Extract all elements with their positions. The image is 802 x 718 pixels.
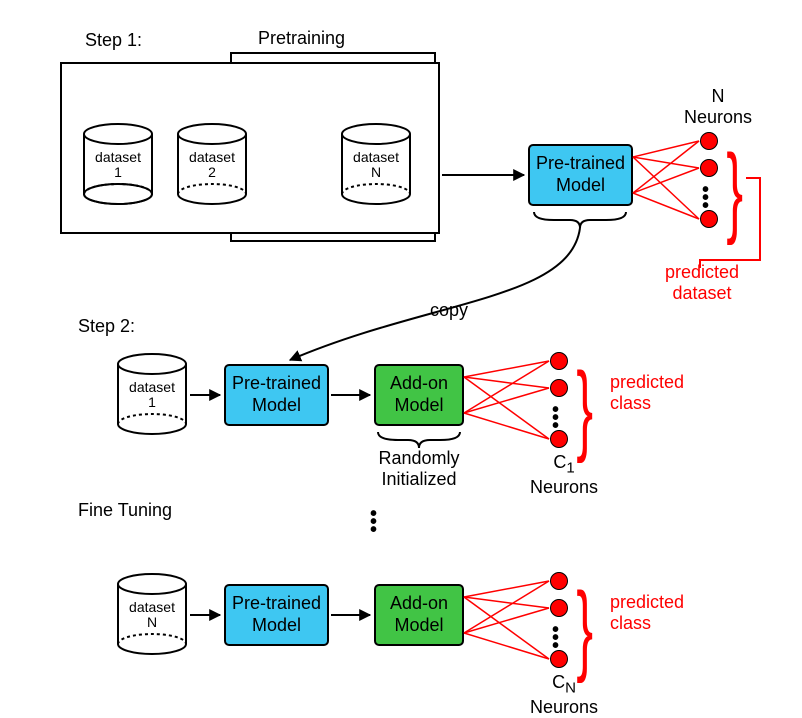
dataset-n-cylinder: datasetN xyxy=(340,122,412,202)
randomly-initialized-label: Randomly Initialized xyxy=(374,448,464,490)
vertical-dots-rows: ••• xyxy=(370,510,377,534)
model-label-line2: Model xyxy=(252,395,301,417)
dataset-n-row: datasetN xyxy=(116,572,188,652)
predicted-class-label-2: predicted class xyxy=(610,592,684,634)
neuron xyxy=(550,650,568,668)
vertical-dots: ••• xyxy=(552,626,559,650)
model-label-line2: Model xyxy=(394,615,443,637)
dataset-1-label: dataset1 xyxy=(82,150,154,181)
pretrained-model-row1: Pre-trained Model xyxy=(224,364,329,426)
step1-label: Step 1: xyxy=(85,30,142,51)
vertical-dots: ••• xyxy=(552,406,559,430)
model-label-line2: Model xyxy=(252,615,301,637)
fine-tuning-label: Fine Tuning xyxy=(78,500,172,521)
predicted-dataset-label: predicted dataset xyxy=(642,262,762,304)
vertical-dots: ••• xyxy=(702,186,709,210)
model-label-line1: Pre-trained xyxy=(232,593,321,615)
neuron xyxy=(700,159,718,177)
neuron xyxy=(550,379,568,397)
n-neurons-label: N Neurons xyxy=(678,86,758,128)
neuron xyxy=(550,572,568,590)
dataset-label: dataset1 xyxy=(116,380,188,411)
step2-label: Step 2: xyxy=(78,316,135,337)
neuron xyxy=(550,599,568,617)
pretraining-label: Pretraining xyxy=(258,28,345,49)
dataset-1-cylinder: dataset1 xyxy=(82,122,154,202)
brace-icon: } xyxy=(576,358,593,458)
pretrained-model-step1: Pre-trained Model xyxy=(528,144,633,206)
dataset-n-label: datasetN xyxy=(340,150,412,181)
neuron xyxy=(700,132,718,150)
neuron xyxy=(550,352,568,370)
model-label-line1: Pre-trained xyxy=(536,153,625,175)
model-label-line2: Model xyxy=(556,175,605,197)
dataset-2-label: dataset2 xyxy=(176,150,248,181)
cn-neurons-label: CN Neurons xyxy=(524,672,604,718)
brace-icon: } xyxy=(726,140,743,240)
dataset-1-row: dataset1 xyxy=(116,352,188,432)
model-label-line1: Pre-trained xyxy=(232,373,321,395)
c1-neurons-label: C1 Neurons xyxy=(524,452,604,498)
model-label-line1: Add-on xyxy=(390,373,448,395)
predicted-class-label: predicted class xyxy=(610,372,684,414)
dataset-label: datasetN xyxy=(116,600,188,631)
model-label-line2: Model xyxy=(394,395,443,417)
copy-label: copy xyxy=(430,300,468,321)
pretrained-model-row2: Pre-trained Model xyxy=(224,584,329,646)
dataset-2-cylinder: dataset2 xyxy=(176,122,248,202)
model-label-line1: Add-on xyxy=(390,593,448,615)
addon-model-row2: Add-on Model xyxy=(374,584,464,646)
brace-icon: } xyxy=(576,578,593,678)
neuron xyxy=(550,430,568,448)
addon-model-row1: Add-on Model xyxy=(374,364,464,426)
neuron xyxy=(700,210,718,228)
